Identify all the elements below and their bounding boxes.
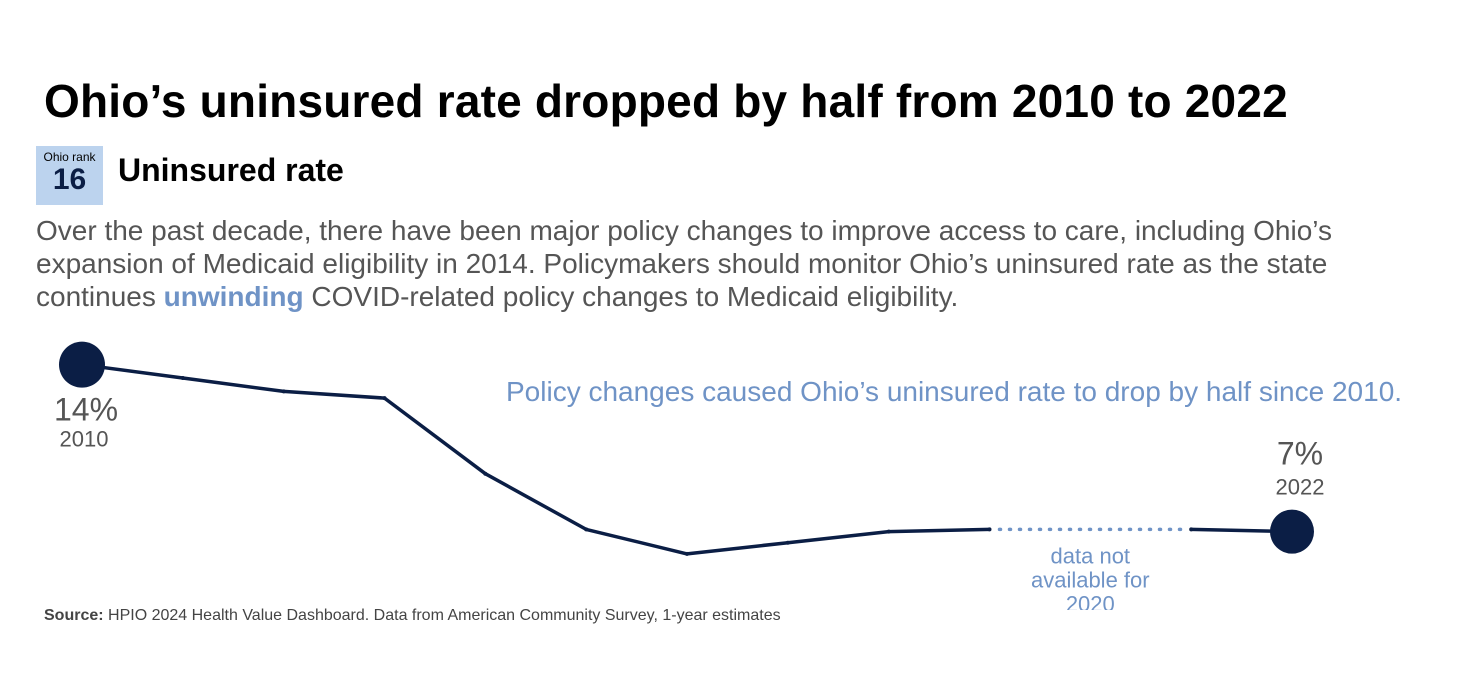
description-text-2: COVID-related policy changes to Medicaid… xyxy=(303,281,959,312)
data-point-2018 xyxy=(886,529,891,534)
data-point-2015 xyxy=(584,527,589,532)
chart-annotation: Policy changes caused Ohio’s uninsured r… xyxy=(506,376,1403,407)
data-point-2013 xyxy=(382,396,387,401)
start-value-label: 14% xyxy=(54,392,118,428)
end-value-label: 7% xyxy=(1277,436,1323,472)
data-point-2012 xyxy=(281,389,286,394)
uninsured-rate-chart: 14% 2010 7% 2022 Policy changes caused O… xyxy=(54,341,1403,610)
description: Over the past decade, there have been ma… xyxy=(36,214,1446,313)
unwinding-link[interactable]: unwinding xyxy=(163,281,304,312)
end-year-label: 2022 xyxy=(1276,475,1325,500)
rank-number: 16 xyxy=(52,163,87,196)
data-point-2019 xyxy=(987,527,992,532)
metric-title: Uninsured rate xyxy=(118,152,344,188)
source-text: HPIO 2024 Health Value Dashboard. Data f… xyxy=(103,607,781,624)
missing-data-note: data not available for 2020 xyxy=(1031,543,1150,610)
data-point-2011 xyxy=(180,376,185,380)
missing-note-line: 2020 xyxy=(1066,591,1115,610)
missing-note-line: data not xyxy=(1051,543,1131,568)
data-point-2017 xyxy=(785,540,790,545)
description-text-1: Over the past decade, there have been ma… xyxy=(36,215,1332,312)
end-marker xyxy=(1270,509,1314,554)
data-point-2016 xyxy=(685,551,689,556)
page-title: Ohio’s uninsured rate dropped by half fr… xyxy=(44,75,1288,127)
rank-badge: Ohio rank 16 xyxy=(36,146,103,205)
source-label: Source: xyxy=(44,607,104,624)
annotation-container: Policy changes caused Ohio’s uninsured r… xyxy=(506,376,1403,407)
rank-label: Ohio rank xyxy=(43,150,96,164)
data-point-2014 xyxy=(483,471,488,476)
start-year-label: 2010 xyxy=(60,427,109,452)
source-note: Source: HPIO 2024 Health Value Dashboard… xyxy=(44,607,781,625)
missing-note-line: available for xyxy=(1031,567,1150,592)
data-point-2021 xyxy=(1189,527,1194,532)
series-line-2010-2019 xyxy=(80,362,992,556)
start-marker xyxy=(59,341,105,388)
